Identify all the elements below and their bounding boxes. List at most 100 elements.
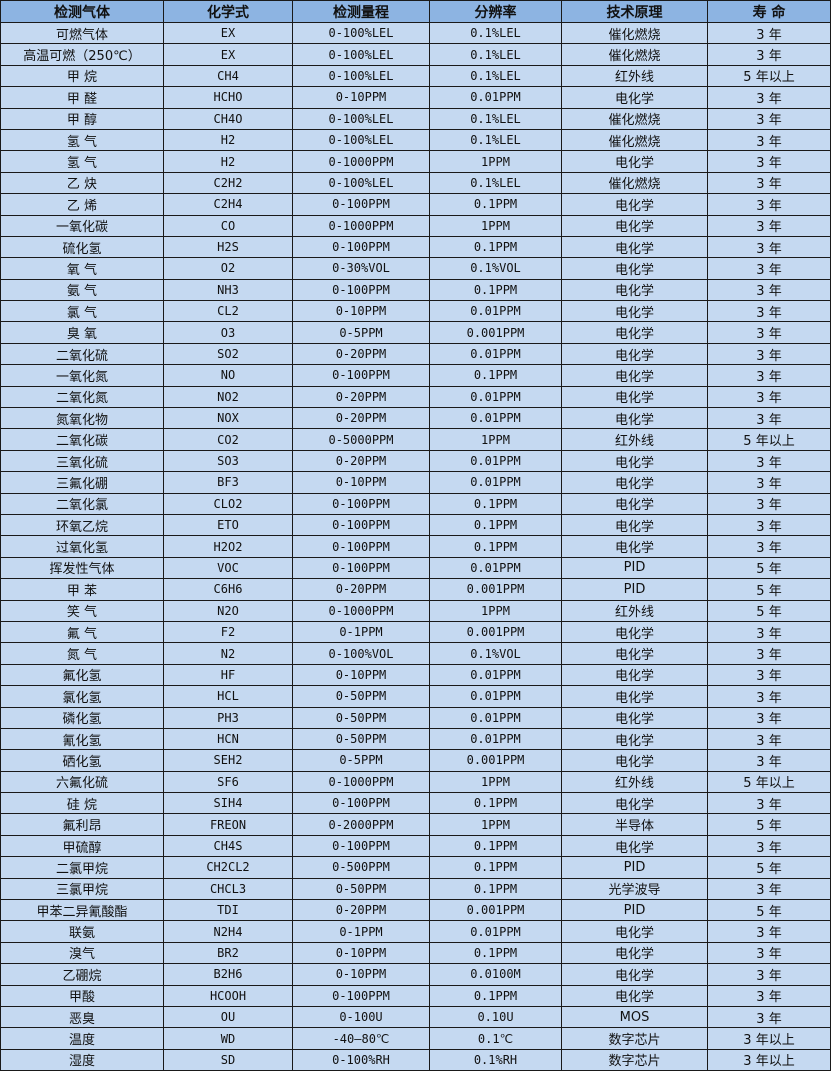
- cell-gas-name: 甲硫醇: [0, 834, 164, 858]
- cell-measuring-range: 0-100%LEL: [292, 171, 430, 195]
- cell-principle: 电化学: [561, 792, 708, 815]
- cell-resolution: 0.1PPM: [429, 941, 562, 965]
- cell-resolution: 0.1PPM: [429, 235, 562, 259]
- cell-lifespan: 3 年: [707, 257, 831, 280]
- table-row: 氨 气 NH3 0-100PPM 0.1PPM 电化学 3 年: [0, 278, 831, 302]
- cell-chemical-formula: HCN: [163, 727, 293, 751]
- cell-measuring-range: 0-100PPM: [292, 278, 430, 302]
- table-row: 硒化氢 SEH2 0-5PPM 0.001PPM 电化学 3 年: [0, 749, 831, 772]
- cell-principle: 电化学: [561, 941, 708, 965]
- cell-principle: 红外线: [561, 428, 708, 451]
- table-row: 氢 气 H2 0-100%LEL 0.1%LEL 催化燃烧 3 年: [0, 128, 831, 152]
- cell-chemical-formula: WD: [163, 1027, 293, 1050]
- cell-gas-name: 二氧化碳: [0, 428, 164, 451]
- cell-measuring-range: 0-20PPM: [292, 385, 430, 409]
- cell-resolution: 0.1℃: [429, 1027, 562, 1050]
- cell-measuring-range: 0-100PPM: [292, 984, 430, 1007]
- cell-lifespan: 3 年以上: [707, 1027, 831, 1050]
- cell-chemical-formula: HF: [163, 663, 293, 687]
- cell-principle: 电化学: [561, 150, 708, 173]
- cell-chemical-formula: HCOOH: [163, 984, 293, 1007]
- table-row: 氧 气 O2 0-30%VOL 0.1%VOL 电化学 3 年: [0, 257, 831, 280]
- cell-gas-name: 乙 炔: [0, 171, 164, 195]
- cell-principle: 电化学: [561, 471, 708, 494]
- cell-resolution: 0.01PPM: [429, 407, 562, 430]
- cell-lifespan: 3 年: [707, 150, 831, 173]
- cell-principle: 电化学: [561, 963, 708, 986]
- cell-gas-name: 温度: [0, 1027, 164, 1050]
- table-row: 二氧化碳 CO2 0-5000PPM 1PPM 红外线 5 年以上: [0, 428, 831, 451]
- cell-measuring-range: 0-30%VOL: [292, 257, 430, 280]
- cell-measuring-range: 0-10PPM: [292, 471, 430, 494]
- cell-resolution: 0.1%LEL: [429, 171, 562, 195]
- cell-chemical-formula: C2H4: [163, 193, 293, 216]
- cell-gas-name: 硒化氢: [0, 749, 164, 772]
- column-header-principle: 技术原理: [561, 0, 708, 23]
- cell-gas-name: 可燃气体: [0, 21, 164, 45]
- cell-gas-name: 三氧化硫: [0, 449, 164, 473]
- cell-chemical-formula: O3: [163, 321, 293, 344]
- cell-measuring-range: 0-1000PPM: [292, 214, 430, 237]
- cell-resolution: 0.01PPM: [429, 727, 562, 751]
- cell-chemical-formula: BR2: [163, 941, 293, 965]
- cell-lifespan: 3 年: [707, 792, 831, 815]
- cell-gas-name: 臭 氧: [0, 321, 164, 344]
- table-row: 氟利昂 FREON 0-2000PPM 1PPM 半导体 5 年: [0, 813, 831, 836]
- cell-measuring-range: 0-1000PPM: [292, 770, 430, 794]
- cell-chemical-formula: SO3: [163, 449, 293, 473]
- cell-gas-name: 氮 气: [0, 642, 164, 665]
- table-row: 臭 氧 O3 0-5PPM 0.001PPM 电化学 3 年: [0, 321, 831, 344]
- cell-gas-name: 磷化氢: [0, 706, 164, 729]
- cell-gas-name: 氯化氢: [0, 685, 164, 708]
- cell-gas-name: 一氧化碳: [0, 214, 164, 237]
- cell-measuring-range: 0-50PPM: [292, 706, 430, 729]
- cell-measuring-range: 0-20PPM: [292, 342, 430, 366]
- cell-resolution: 0.1PPM: [429, 364, 562, 387]
- cell-lifespan: 3 年: [707, 620, 831, 644]
- cell-lifespan: 3 年: [707, 300, 831, 323]
- table-row: 溴气 BR2 0-10PPM 0.1PPM 电化学 3 年: [0, 941, 831, 965]
- cell-gas-name: 三氯甲烷: [0, 877, 164, 901]
- cell-principle: 催化燃烧: [561, 128, 708, 152]
- cell-measuring-range: 0-100%LEL: [292, 107, 430, 130]
- cell-principle: 电化学: [561, 984, 708, 1007]
- cell-measuring-range: 0-5PPM: [292, 749, 430, 772]
- cell-gas-name: 二氧化硫: [0, 342, 164, 366]
- cell-principle: PID: [561, 856, 708, 879]
- cell-principle: 电化学: [561, 321, 708, 344]
- header-row: 检测气体 化学式 检测量程 分辨率 技术原理寿 命: [0, 0, 831, 23]
- cell-principle: MOS: [561, 1005, 708, 1029]
- table-row: 氮氧化物 NOX 0-20PPM 0.01PPM 电化学 3 年: [0, 407, 831, 430]
- cell-lifespan: 3 年: [707, 685, 831, 708]
- cell-lifespan: 3 年: [707, 834, 831, 858]
- cell-lifespan: 5 年以上: [707, 428, 831, 451]
- cell-resolution: 1PPM: [429, 214, 562, 237]
- cell-chemical-formula: PH3: [163, 706, 293, 729]
- cell-resolution: 0.01PPM: [429, 706, 562, 729]
- cell-chemical-formula: FREON: [163, 813, 293, 836]
- cell-resolution: 0.001PPM: [429, 578, 562, 601]
- cell-resolution: 0.1PPM: [429, 984, 562, 1007]
- cell-lifespan: 3 年: [707, 706, 831, 729]
- table-row: 一氧化碳 CO 0-1000PPM 1PPM 电化学 3 年: [0, 214, 831, 237]
- cell-measuring-range: 0-10PPM: [292, 941, 430, 965]
- cell-principle: PID: [561, 899, 708, 922]
- table-row: 甲 醇 CH4O 0-100%LEL 0.1%LEL 催化燃烧 3 年: [0, 107, 831, 130]
- cell-lifespan: 5 年: [707, 813, 831, 836]
- table-row: 恶臭 OU 0-100U 0.10U MOS 3 年: [0, 1005, 831, 1029]
- cell-principle: 红外线: [561, 770, 708, 794]
- cell-chemical-formula: F2: [163, 620, 293, 644]
- cell-gas-name: 高温可燃（250℃）: [0, 43, 164, 66]
- cell-lifespan: 3 年: [707, 43, 831, 66]
- cell-gas-name: 甲酸: [0, 984, 164, 1007]
- cell-measuring-range: 0-100PPM: [292, 193, 430, 216]
- table-row: 硅 烷 SIH4 0-100PPM 0.1PPM 电化学 3 年: [0, 792, 831, 815]
- cell-principle: 电化学: [561, 449, 708, 473]
- cell-resolution: 0.01PPM: [429, 385, 562, 409]
- cell-principle: 红外线: [561, 64, 708, 88]
- cell-measuring-range: 0-100PPM: [292, 535, 430, 558]
- cell-lifespan: 5 年: [707, 556, 831, 580]
- cell-resolution: 0.0100M: [429, 963, 562, 986]
- table-row: 一氧化氮 NO 0-100PPM 0.1PPM 电化学 3 年: [0, 364, 831, 387]
- cell-principle: 半导体: [561, 813, 708, 836]
